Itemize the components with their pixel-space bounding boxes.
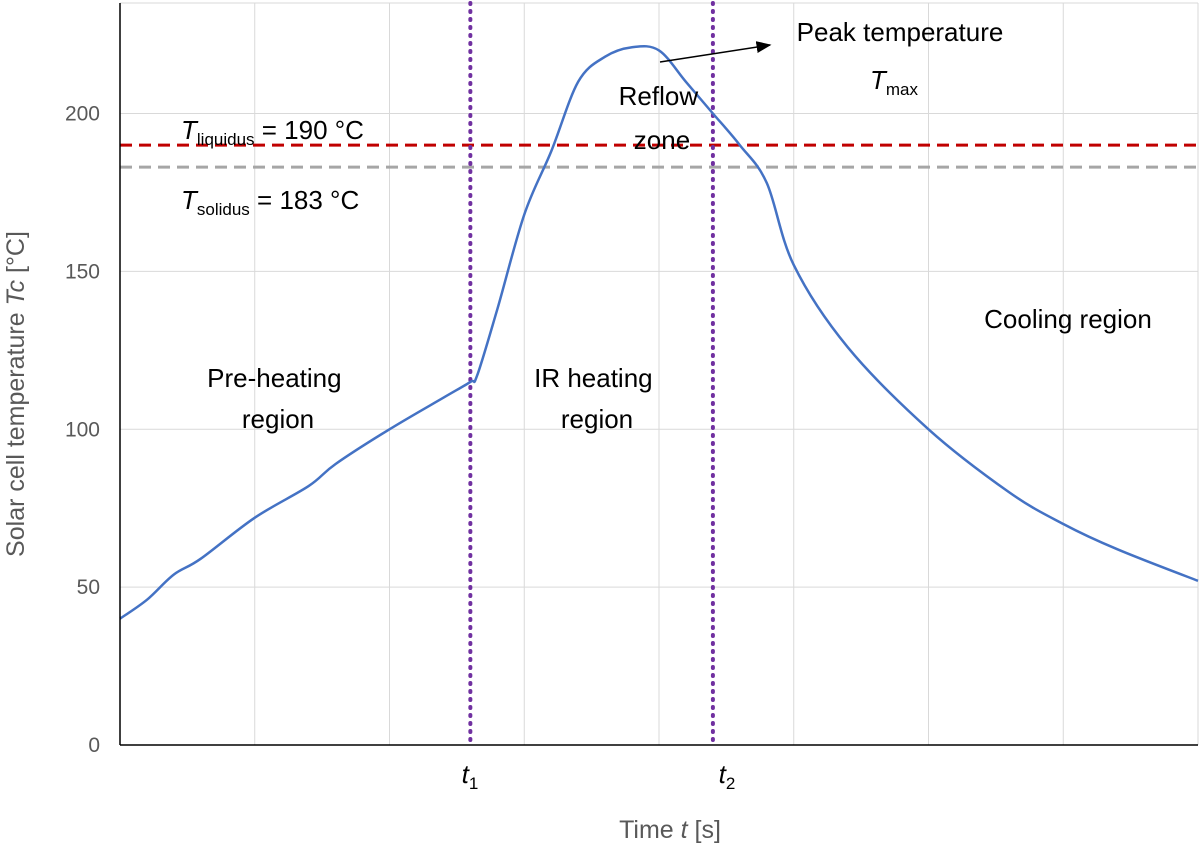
liquidus-annotation: Tliquidus = 190 °C [181, 115, 364, 149]
t2-label: t2 [719, 759, 736, 793]
tick-labels: 0 50 100 150 200 [65, 103, 100, 757]
peak-annotation: Peak temperature [797, 17, 1004, 47]
peak-arrow [659, 41, 772, 63]
preheating-annotation: Pre-heating region [207, 363, 349, 434]
y-tick-label: 50 [77, 576, 100, 599]
ir-heating-annotation: IR heating region [534, 363, 660, 434]
t1-label: t1 [462, 759, 479, 793]
grid [120, 2, 1199, 745]
reference-lines [120, 1, 1198, 747]
x-axis-title: Time t [s] [619, 816, 721, 844]
y-tick-label: 150 [65, 260, 100, 283]
axes [119, 3, 1198, 746]
solidus-annotation: Tsolidus = 183 °C [181, 185, 359, 219]
y-tick-label: 0 [88, 734, 100, 757]
tmax-annotation: Tmax [870, 65, 919, 99]
y-tick-label: 100 [65, 418, 100, 441]
series-layer [119, 44, 1199, 620]
cooling-annotation: Cooling region [984, 304, 1152, 334]
reflow-zone-annotation: Reflow zone [619, 81, 706, 155]
series-line-0 [119, 44, 1199, 620]
y-tick-label: 200 [65, 103, 100, 126]
y-axis-title: Solar cell temperature Tc [°C] [2, 231, 30, 557]
